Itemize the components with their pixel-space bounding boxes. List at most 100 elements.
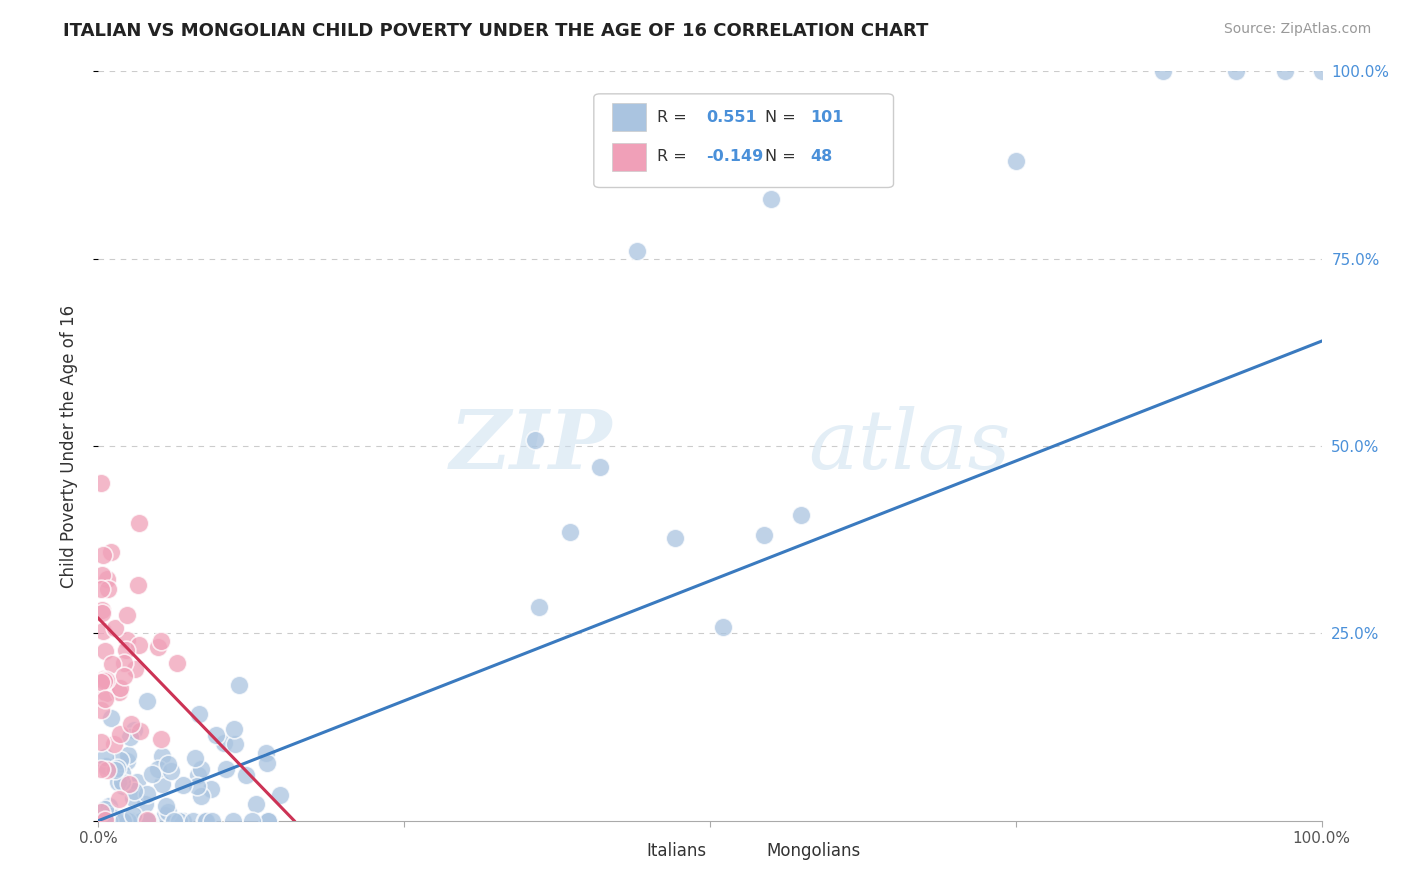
Point xyxy=(105,814,128,828)
Point xyxy=(222,814,245,828)
Point xyxy=(138,814,160,828)
Point xyxy=(90,805,112,819)
Point xyxy=(94,813,117,827)
Point xyxy=(150,777,173,791)
Point xyxy=(183,814,205,828)
Point xyxy=(98,814,121,828)
Text: atlas: atlas xyxy=(808,406,1011,486)
Text: 101: 101 xyxy=(810,110,844,125)
Point xyxy=(187,768,209,782)
Bar xyxy=(733,839,759,862)
Point xyxy=(128,723,150,738)
Point xyxy=(752,528,775,542)
Point xyxy=(524,434,547,448)
Point xyxy=(93,814,115,828)
Point xyxy=(235,768,257,782)
Point xyxy=(187,706,209,721)
Point xyxy=(146,762,169,776)
Point xyxy=(136,694,159,708)
Point xyxy=(711,620,734,634)
Point xyxy=(120,730,142,744)
Point xyxy=(135,813,157,827)
Point xyxy=(115,755,138,769)
Point xyxy=(136,814,159,828)
Point xyxy=(91,548,114,562)
Point xyxy=(104,764,127,778)
Point xyxy=(112,669,135,683)
Point xyxy=(790,508,813,522)
Point xyxy=(172,814,194,828)
Point xyxy=(155,798,177,813)
Point xyxy=(166,656,188,670)
Point xyxy=(90,476,112,491)
Point xyxy=(108,727,131,741)
Point xyxy=(240,814,263,828)
Point xyxy=(167,814,190,828)
Point xyxy=(114,643,136,657)
Point xyxy=(93,673,115,688)
Bar xyxy=(612,103,647,131)
Point xyxy=(93,814,115,828)
Point xyxy=(93,814,115,828)
Point xyxy=(93,802,115,816)
Point xyxy=(108,792,131,806)
Point xyxy=(108,681,131,695)
Point xyxy=(115,632,138,647)
Point xyxy=(156,756,179,771)
Point xyxy=(120,717,142,731)
Point xyxy=(93,750,115,764)
Point xyxy=(256,814,278,828)
Point xyxy=(254,746,277,760)
Point xyxy=(194,814,217,828)
Point xyxy=(141,767,163,781)
Text: Mongolians: Mongolians xyxy=(766,842,860,860)
Point xyxy=(134,797,156,811)
Text: 48: 48 xyxy=(810,149,832,164)
Point xyxy=(98,806,121,821)
Point xyxy=(257,814,280,828)
Point xyxy=(115,607,138,622)
Point xyxy=(107,685,129,699)
Point xyxy=(93,814,115,828)
Point xyxy=(90,582,112,597)
Point xyxy=(560,525,582,540)
Point xyxy=(135,814,157,828)
Point xyxy=(122,808,145,822)
Point xyxy=(100,545,122,559)
Text: Italians: Italians xyxy=(647,842,707,860)
Point xyxy=(93,814,115,828)
Point xyxy=(201,814,224,828)
Bar xyxy=(612,839,640,862)
Point xyxy=(122,790,145,805)
Point xyxy=(215,763,238,777)
Point xyxy=(96,685,118,699)
Point xyxy=(149,633,172,648)
Point xyxy=(90,674,112,689)
Point xyxy=(91,603,114,617)
Text: -0.149: -0.149 xyxy=(706,149,763,164)
Text: ZIP: ZIP xyxy=(450,406,612,486)
Point xyxy=(200,781,222,796)
Point xyxy=(222,722,245,736)
Point xyxy=(761,192,783,206)
Point xyxy=(97,798,120,813)
Point xyxy=(212,736,235,750)
Point xyxy=(136,787,159,801)
Point xyxy=(94,814,117,828)
Point xyxy=(107,775,129,789)
Point xyxy=(96,764,118,778)
Point xyxy=(100,711,122,725)
FancyBboxPatch shape xyxy=(593,94,893,187)
Point xyxy=(184,750,207,764)
Text: Source: ZipAtlas.com: Source: ZipAtlas.com xyxy=(1223,22,1371,37)
Point xyxy=(1310,64,1333,78)
Point xyxy=(256,756,278,770)
Point xyxy=(186,779,208,793)
Point xyxy=(96,673,118,688)
Point xyxy=(94,814,117,828)
Point xyxy=(94,644,117,658)
Point xyxy=(120,779,142,793)
Point xyxy=(91,624,114,639)
Point xyxy=(1152,64,1174,78)
Point xyxy=(527,599,550,614)
